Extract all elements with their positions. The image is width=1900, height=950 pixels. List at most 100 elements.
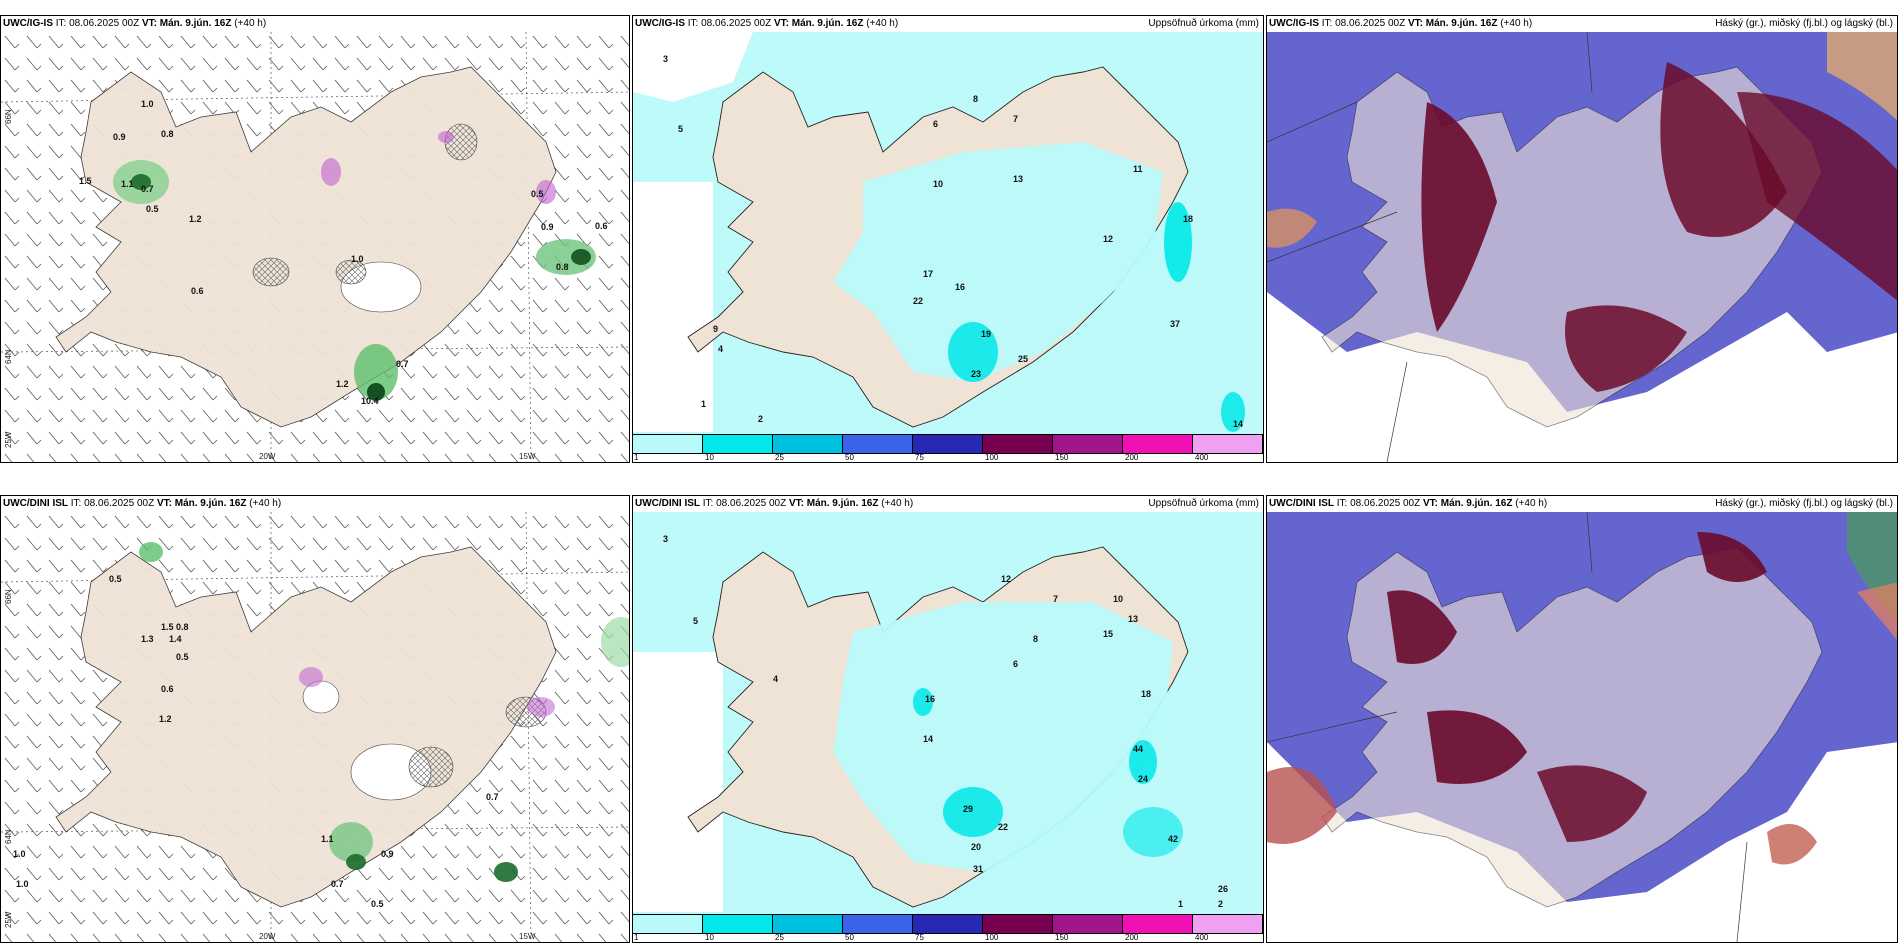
precip-map: 3 4 5 6 7 8 10 12 13 14 15 16 18 20 22 2… bbox=[633, 512, 1263, 916]
precip-value: 7 bbox=[1013, 114, 1018, 124]
wind-value: 0.8 bbox=[176, 622, 189, 632]
colorbar-tick: 10 bbox=[705, 933, 714, 942]
precip-value: 22 bbox=[913, 296, 923, 306]
cloud-map bbox=[1267, 32, 1897, 462]
wind-value: 0.7 bbox=[396, 359, 409, 369]
wind-value: 0.9 bbox=[113, 132, 126, 142]
colorbar-swatch bbox=[703, 915, 773, 933]
precip-value: 18 bbox=[1183, 214, 1193, 224]
wind-value: 0.5 bbox=[109, 574, 122, 584]
colorbar-tick: 1 bbox=[634, 933, 639, 942]
colorbar-swatch bbox=[983, 915, 1053, 933]
precip-value: 17 bbox=[923, 269, 933, 279]
precip-value: 44 bbox=[1133, 744, 1143, 754]
precip-map: 3 5 6 7 8 10 11 12 13 16 17 18 19 22 23 … bbox=[633, 32, 1263, 436]
precip-colorbar: 1 10 25 50 75 100 150 200 400 bbox=[633, 434, 1263, 462]
precip-value: 26 bbox=[1218, 884, 1228, 894]
colorbar-tick: 150 bbox=[1055, 453, 1069, 462]
wind-value: 0.6 bbox=[161, 684, 174, 694]
panel-title: UWC/IG-IS IT: 08.06.2025 00Z VT: Mán. 9.… bbox=[3, 18, 267, 29]
panel-cloud-bottom: UWC/DINI ISL IT: 08.06.2025 00Z VT: Mán.… bbox=[1266, 495, 1898, 943]
precip-value: 13 bbox=[1013, 174, 1023, 184]
iceland-land bbox=[55, 546, 557, 908]
precip-value: 8 bbox=[973, 94, 978, 104]
colorbar-swatch bbox=[1053, 435, 1123, 453]
colorbar-tick: 1 bbox=[634, 453, 639, 462]
lat-label: 66N bbox=[4, 589, 13, 604]
wind-value: 1.5 bbox=[161, 622, 174, 632]
wind-value: 1.0 bbox=[351, 254, 364, 264]
wind-value: 0.5 bbox=[371, 899, 384, 909]
colorbar-tick: 200 bbox=[1125, 933, 1139, 942]
iceland-land bbox=[55, 66, 557, 428]
lat-label: 66N bbox=[4, 109, 13, 124]
panel-title: UWC/DINI ISL IT: 08.06.2025 00Z VT: Mán.… bbox=[3, 498, 282, 509]
colorbar-tick: 150 bbox=[1055, 933, 1069, 942]
wind-value: 1.0 bbox=[13, 849, 26, 859]
colorbar-swatch bbox=[843, 435, 913, 453]
precip-value: 22 bbox=[998, 822, 1008, 832]
precip-value: 5 bbox=[693, 616, 698, 626]
panel-variable-title: Uppsöfnuð úrkoma (mm) bbox=[1148, 18, 1259, 29]
precip-value: 12 bbox=[1103, 234, 1113, 244]
wind-value: 1.1 bbox=[321, 834, 334, 844]
colorbar-swatch bbox=[633, 435, 703, 453]
colorbar-swatch bbox=[1053, 915, 1123, 933]
precip-value: 10 bbox=[933, 179, 943, 189]
colorbar-tick: 400 bbox=[1195, 453, 1209, 462]
precip-value: 8 bbox=[1033, 634, 1038, 644]
wind-value: 0.6 bbox=[595, 221, 608, 231]
precip-value: 3 bbox=[663, 534, 668, 544]
precip-value: 15 bbox=[1103, 629, 1113, 639]
precip-value: 7 bbox=[1053, 594, 1058, 604]
colorbar-tick: 50 bbox=[845, 453, 854, 462]
lat-label: 25W bbox=[4, 911, 13, 928]
precip-value: 14 bbox=[923, 734, 933, 744]
wind-value: 1.0 bbox=[141, 99, 154, 109]
precip-value: 11 bbox=[1133, 164, 1143, 174]
panel-variable-title: Uppsöfnuð úrkoma (mm) bbox=[1148, 498, 1259, 509]
colorbar-tick: 100 bbox=[985, 453, 999, 462]
lat-label: 64N bbox=[4, 829, 13, 844]
panel-variable-title: Háský (gr.), miðský (fj.bl.) og lágský (… bbox=[1715, 498, 1893, 509]
precip-colorbar: 1 10 25 50 75 100 150 200 400 bbox=[633, 914, 1263, 942]
wind-value: 0.7 bbox=[486, 792, 499, 802]
wind-value: 0.9 bbox=[541, 222, 554, 232]
precip-value: 18 bbox=[1141, 689, 1151, 699]
cloud-map bbox=[1267, 512, 1897, 942]
colorbar-swatch bbox=[843, 915, 913, 933]
colorbar-swatch bbox=[773, 435, 843, 453]
precip-value: 4 bbox=[718, 344, 723, 354]
precip-value: 19 bbox=[981, 329, 991, 339]
colorbar-swatch bbox=[983, 435, 1053, 453]
wind-value: 1.1 bbox=[121, 179, 134, 189]
wind-value: 0.5 bbox=[146, 204, 159, 214]
wind-value: 0.5 bbox=[176, 652, 189, 662]
colorbar-tick: 100 bbox=[985, 933, 999, 942]
colorbar-swatch bbox=[1193, 435, 1263, 453]
lon-label: 20W bbox=[259, 452, 276, 461]
panel-wind-top: UWC/IG-IS IT: 08.06.2025 00Z VT: Mán. 9.… bbox=[0, 15, 630, 463]
precip-value: 3 bbox=[663, 54, 668, 64]
precip-value: 10 bbox=[1113, 594, 1123, 604]
precip-value: 23 bbox=[971, 369, 981, 379]
wind-value: 1.2 bbox=[336, 379, 349, 389]
lat-label: 25W bbox=[4, 431, 13, 448]
precip-value: 20 bbox=[971, 842, 981, 852]
wind-value: 1.0 bbox=[16, 879, 29, 889]
lon-label: 15W bbox=[519, 932, 536, 941]
lat-label: 64N bbox=[4, 349, 13, 364]
wind-value: 0.9 bbox=[381, 849, 394, 859]
precip-value: 13 bbox=[1128, 614, 1138, 624]
precip-value: 9 bbox=[713, 324, 718, 334]
colorbar-tick: 400 bbox=[1195, 933, 1209, 942]
wind-value: 0.7 bbox=[141, 184, 154, 194]
precip-value: 5 bbox=[678, 124, 683, 134]
precip-value: 1 bbox=[1178, 899, 1183, 909]
wind-value: 1.5 bbox=[79, 176, 92, 186]
wind-value: 0.8 bbox=[556, 262, 569, 272]
wind-value: 0.7 bbox=[331, 879, 344, 889]
colorbar-tick: 75 bbox=[915, 453, 924, 462]
precip-value: 16 bbox=[925, 694, 935, 704]
colorbar-swatch bbox=[703, 435, 773, 453]
